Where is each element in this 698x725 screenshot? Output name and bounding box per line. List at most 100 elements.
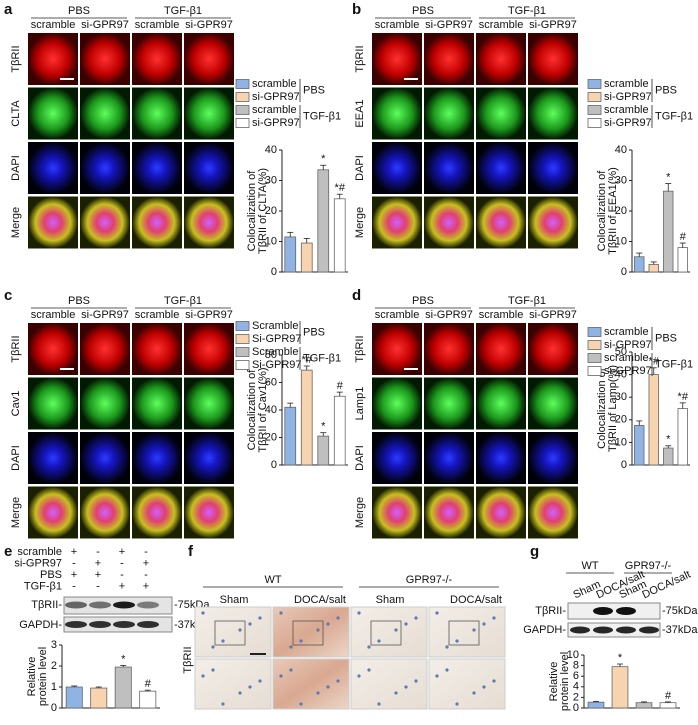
band <box>89 621 111 628</box>
micrograph <box>528 432 578 484</box>
legend-swatch <box>235 347 250 357</box>
micrograph <box>184 87 234 140</box>
micrograph <box>528 323 578 375</box>
histology <box>194 606 272 658</box>
nucleus <box>238 628 242 632</box>
nucleus <box>445 668 449 672</box>
bar <box>634 425 645 466</box>
blot <box>567 622 661 638</box>
y-tick-label: 10 <box>615 235 627 247</box>
micrograph <box>424 323 474 375</box>
nucleus <box>201 611 205 615</box>
group-label: TGF-β1 <box>164 295 202 307</box>
row-label: DAPI <box>10 155 22 181</box>
micrograph <box>528 486 578 539</box>
micrograph <box>184 142 234 194</box>
histology <box>428 606 506 658</box>
y-tick-label: 0 <box>271 459 277 471</box>
micrograph <box>80 486 130 539</box>
nucleus <box>367 668 371 672</box>
micrograph <box>28 486 78 539</box>
column-label: scramble <box>135 309 180 321</box>
legend-label: si-GPR97 <box>604 339 652 351</box>
nucleus <box>326 685 330 689</box>
nucleus <box>482 685 486 689</box>
legend-label: si-GPR97 <box>252 91 300 103</box>
histology <box>350 658 428 710</box>
table-sign: + <box>119 580 125 592</box>
nucleus <box>404 622 408 626</box>
nucleus <box>404 685 408 689</box>
nucleus <box>336 679 340 683</box>
bar <box>90 687 108 709</box>
panel-label: g <box>530 543 539 560</box>
column-label: Sham <box>376 594 405 606</box>
column-label: scramble <box>375 309 420 321</box>
lane-label: DOCA/salt <box>640 569 692 602</box>
micrograph <box>80 33 130 85</box>
nucleus <box>435 674 439 678</box>
group-label: PBS <box>412 5 434 17</box>
micrograph <box>132 196 182 249</box>
histology <box>272 658 350 710</box>
y-axis-label: Relative <box>548 662 560 702</box>
micrograph <box>424 432 474 484</box>
significance-marker: # <box>145 678 152 690</box>
row-label: TβRII <box>10 45 22 72</box>
legend-label: Scramble <box>252 320 298 332</box>
legend-label: si-GPR97 <box>604 117 652 129</box>
micrograph <box>184 323 234 375</box>
legend-swatch <box>235 118 250 128</box>
y-tick-label: 6 <box>573 670 579 682</box>
y-tick-label: 4 <box>573 681 579 693</box>
bar <box>635 702 653 709</box>
nucleus <box>201 674 205 678</box>
y-tick-label: 2 <box>51 660 57 672</box>
y-tick-label: 0 <box>621 459 627 471</box>
row-label: DAPI <box>354 155 366 181</box>
bar <box>677 247 688 273</box>
column-label: scramble <box>479 309 524 321</box>
band <box>593 607 613 615</box>
y-axis-label: TβRII of CLTA(%) <box>257 168 269 254</box>
y-axis-label: Relative <box>26 657 38 697</box>
nucleus <box>414 679 418 683</box>
nucleus <box>435 611 439 615</box>
legend-swatch <box>235 92 250 102</box>
nucleus <box>492 616 496 620</box>
nucleus <box>377 639 381 643</box>
legend-group: TGF-β1 <box>655 110 693 122</box>
micrograph <box>528 142 578 194</box>
nucleus <box>326 622 330 626</box>
nucleus <box>238 691 242 695</box>
panel-label: d <box>352 287 361 304</box>
nucleus <box>482 622 486 626</box>
y-axis-label: Colocalization of <box>596 367 608 449</box>
micrograph <box>476 196 526 249</box>
group-label: TGF-β1 <box>164 5 202 17</box>
table-sign: - <box>72 580 76 592</box>
micrograph <box>372 196 422 249</box>
column-label: si-GPR97 <box>425 309 473 321</box>
nucleus <box>357 611 361 615</box>
y-axis-label: Colocalization of <box>246 369 258 451</box>
nucleus <box>316 628 320 632</box>
micrograph <box>424 196 474 249</box>
band <box>113 621 135 628</box>
bar <box>284 236 297 273</box>
y-tick-label: 30 <box>615 174 627 186</box>
legend-swatch <box>587 340 602 350</box>
y-tick-label: 3 <box>51 639 57 651</box>
significance-marker: # <box>665 690 672 702</box>
micrograph <box>372 87 422 140</box>
micrograph <box>28 33 78 85</box>
legend-group: PBS <box>655 332 677 344</box>
row-label: TβRII <box>182 646 194 673</box>
bar <box>648 374 659 466</box>
nucleus <box>316 691 320 695</box>
legend-swatch <box>587 92 602 102</box>
nucleus <box>445 645 449 649</box>
micrograph <box>476 486 526 539</box>
nucleus <box>472 691 476 695</box>
legend-label: scramble <box>252 104 297 116</box>
